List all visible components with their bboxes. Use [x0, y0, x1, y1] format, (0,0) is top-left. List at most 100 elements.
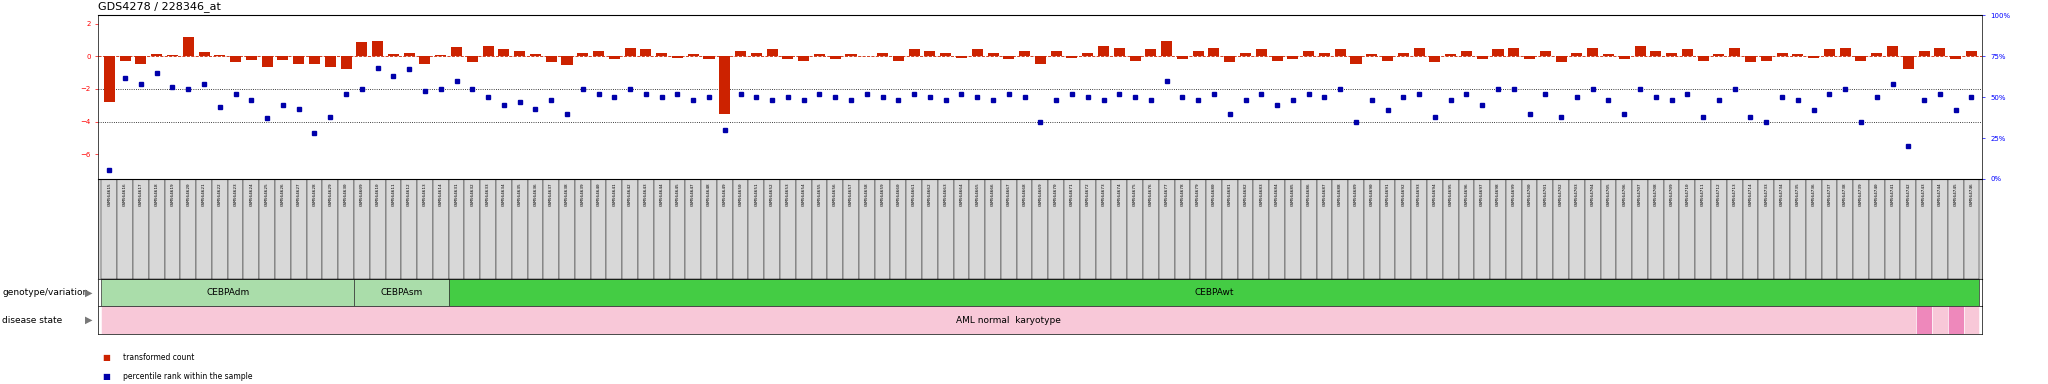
- Text: GSM564686: GSM564686: [1307, 182, 1311, 205]
- Bar: [229, 56, 242, 62]
- Bar: [1143, 179, 1159, 279]
- Bar: [1395, 179, 1411, 279]
- Text: GSM564682: GSM564682: [1243, 182, 1247, 205]
- Bar: [528, 179, 543, 279]
- Bar: [1587, 48, 1597, 56]
- Bar: [1632, 179, 1649, 279]
- Text: GSM564639: GSM564639: [582, 182, 586, 205]
- Bar: [1413, 48, 1425, 56]
- Bar: [1399, 53, 1409, 56]
- Text: GSM564665: GSM564665: [975, 182, 979, 205]
- Bar: [1348, 179, 1364, 279]
- Bar: [1475, 179, 1491, 279]
- Bar: [449, 179, 465, 279]
- Bar: [1855, 56, 1866, 61]
- Bar: [578, 53, 588, 56]
- Bar: [373, 41, 383, 56]
- Bar: [354, 179, 371, 279]
- Bar: [702, 56, 715, 59]
- Bar: [829, 56, 842, 59]
- Bar: [1917, 179, 1931, 279]
- Text: GSM564684: GSM564684: [1276, 182, 1280, 205]
- Bar: [1901, 179, 1917, 279]
- Bar: [719, 56, 731, 114]
- Bar: [1446, 54, 1456, 56]
- Text: GSM564636: GSM564636: [532, 182, 537, 205]
- Text: GSM564676: GSM564676: [1149, 182, 1153, 205]
- Bar: [215, 55, 225, 56]
- Text: GSM564741: GSM564741: [1890, 182, 1894, 205]
- Bar: [1350, 56, 1362, 64]
- Text: GSM564681: GSM564681: [1227, 182, 1231, 205]
- Text: GSM564616: GSM564616: [123, 182, 127, 205]
- Text: GSM564667: GSM564667: [1008, 182, 1012, 205]
- Text: ■: ■: [102, 372, 111, 381]
- Text: GSM564689: GSM564689: [1354, 182, 1358, 205]
- Bar: [1540, 51, 1550, 56]
- Bar: [1081, 53, 1094, 56]
- Bar: [764, 179, 780, 279]
- Bar: [1950, 56, 1962, 59]
- Bar: [1948, 179, 1964, 279]
- Bar: [1602, 179, 1616, 279]
- Bar: [1825, 50, 1835, 56]
- Bar: [748, 179, 764, 279]
- Bar: [467, 56, 477, 63]
- Bar: [387, 54, 399, 56]
- Bar: [575, 179, 590, 279]
- Text: GSM564675: GSM564675: [1133, 182, 1137, 205]
- Bar: [1190, 179, 1206, 279]
- Text: GSM564709: GSM564709: [1669, 182, 1673, 205]
- Text: GSM564701: GSM564701: [1544, 182, 1548, 205]
- Bar: [623, 179, 639, 279]
- Bar: [449, 279, 1978, 306]
- Bar: [227, 179, 244, 279]
- Text: GSM564679: GSM564679: [1196, 182, 1200, 205]
- Bar: [1126, 179, 1143, 279]
- Text: GSM564613: GSM564613: [424, 182, 426, 205]
- Text: GSM564697: GSM564697: [1481, 182, 1485, 205]
- Text: GSM564640: GSM564640: [596, 182, 600, 205]
- Text: GSM564735: GSM564735: [1796, 182, 1800, 205]
- Bar: [1556, 56, 1567, 63]
- Bar: [1493, 50, 1503, 56]
- Text: GSM564645: GSM564645: [676, 182, 680, 205]
- Bar: [971, 50, 983, 56]
- Text: GSM564677: GSM564677: [1165, 182, 1169, 205]
- Text: GSM564736: GSM564736: [1812, 182, 1817, 205]
- Text: ▶: ▶: [84, 315, 92, 325]
- Bar: [1427, 179, 1442, 279]
- Bar: [180, 179, 197, 279]
- Bar: [922, 179, 938, 279]
- Text: GSM564627: GSM564627: [297, 182, 301, 205]
- Bar: [1049, 179, 1065, 279]
- Bar: [1239, 53, 1251, 56]
- Text: GSM564619: GSM564619: [170, 182, 174, 205]
- Bar: [1837, 179, 1853, 279]
- Text: GSM564685: GSM564685: [1290, 182, 1294, 205]
- Text: GSM564611: GSM564611: [391, 182, 395, 205]
- Text: GSM564614: GSM564614: [438, 182, 442, 205]
- Bar: [1317, 179, 1333, 279]
- Bar: [1382, 56, 1393, 61]
- Bar: [1288, 56, 1298, 59]
- Text: GSM564683: GSM564683: [1260, 182, 1264, 205]
- Bar: [1442, 179, 1458, 279]
- Text: GSM564678: GSM564678: [1180, 182, 1184, 205]
- Bar: [1651, 51, 1661, 56]
- Text: GSM564657: GSM564657: [850, 182, 854, 205]
- Bar: [1903, 56, 1913, 68]
- Bar: [1759, 179, 1774, 279]
- Bar: [1698, 56, 1708, 61]
- Text: GSM564669: GSM564669: [1038, 182, 1042, 205]
- Text: GSM564624: GSM564624: [250, 182, 254, 205]
- Bar: [1208, 48, 1219, 56]
- Bar: [1460, 51, 1473, 56]
- Bar: [780, 179, 797, 279]
- Bar: [813, 54, 825, 56]
- Bar: [686, 179, 700, 279]
- Text: genotype/variation: genotype/variation: [2, 288, 88, 297]
- Bar: [1098, 46, 1110, 56]
- Bar: [1776, 53, 1788, 56]
- Text: GSM564672: GSM564672: [1085, 182, 1090, 205]
